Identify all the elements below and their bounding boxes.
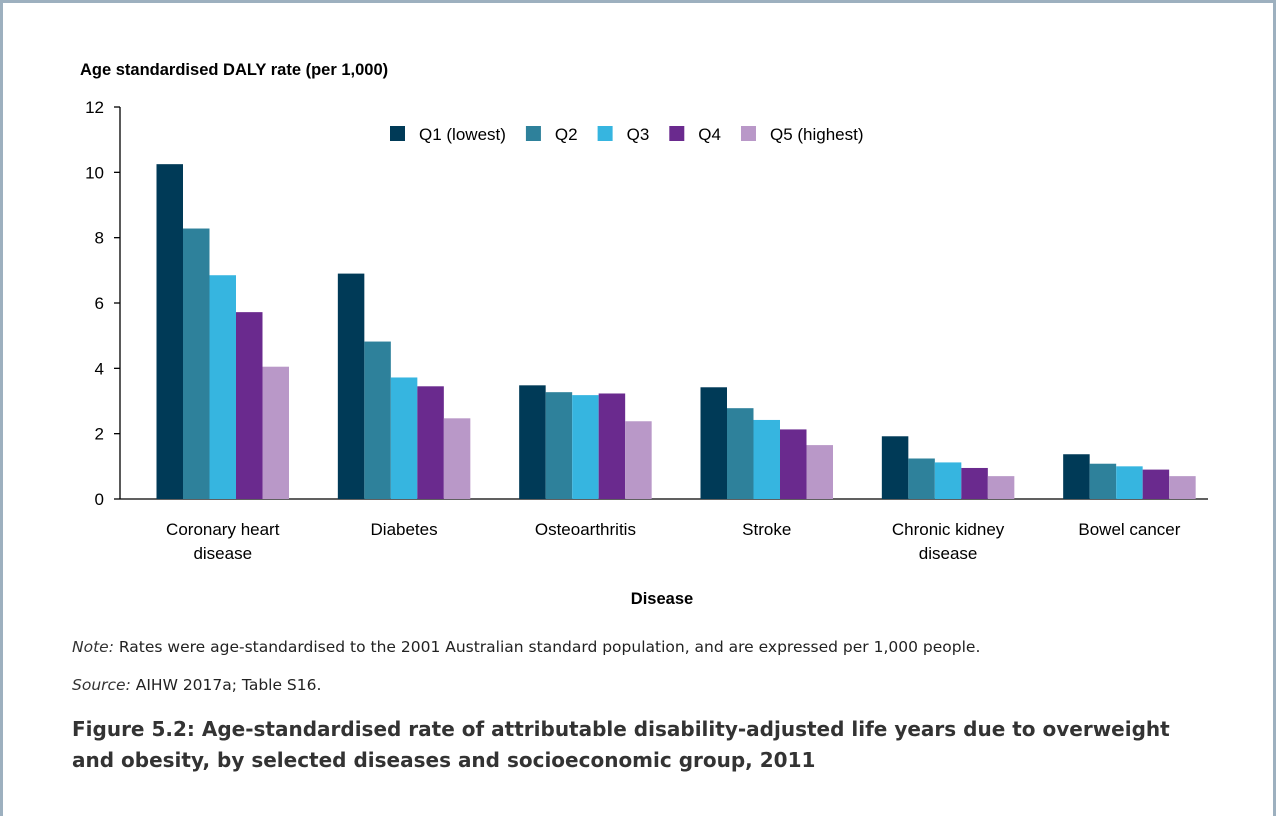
bar <box>908 458 935 499</box>
legend-label: Q2 <box>555 125 578 144</box>
y-tick-label: 12 <box>85 98 104 117</box>
bar <box>806 445 833 499</box>
note-text: Rates were age-standardised to the 2001 … <box>113 638 981 656</box>
bar <box>364 341 391 499</box>
bar <box>934 462 962 499</box>
note-line: Note: Rates were age-standardised to the… <box>72 638 980 656</box>
bar <box>572 395 599 499</box>
y-tick-label: 0 <box>95 490 104 509</box>
bar <box>443 418 471 499</box>
note-label: Note: <box>72 638 114 656</box>
bar <box>156 164 183 499</box>
y-axis-title: Age standardised DALY rate (per 1,000) <box>80 61 388 79</box>
bar <box>262 366 289 499</box>
bar <box>1169 476 1196 499</box>
figure-caption: Figure 5.2: Age-standardised rate of att… <box>72 717 1170 772</box>
y-tick-label: 8 <box>95 229 104 248</box>
bar-chart: Age standardised DALY rate (per 1,000) 0 2… <box>80 61 1208 608</box>
bar <box>598 393 626 499</box>
source-text: AIHW 2017a; Table S16. <box>130 676 322 694</box>
x-category-label: Diabetes <box>371 520 438 539</box>
bar <box>236 312 263 499</box>
legend-label: Q5 (highest) <box>770 125 864 144</box>
x-category-label: Bowel cancer <box>1078 520 1180 539</box>
bar <box>1116 466 1143 499</box>
y-tick-label: 2 <box>95 425 104 444</box>
x-category-label: disease <box>193 544 252 563</box>
x-category-label: Stroke <box>742 520 791 539</box>
x-axis-title: Disease <box>631 590 693 608</box>
bar <box>1089 463 1117 499</box>
bar <box>519 385 546 499</box>
x-category-label: disease <box>919 544 978 563</box>
y-tick-label: 4 <box>95 359 104 378</box>
source-label: Source: <box>72 676 131 694</box>
bar <box>1063 454 1090 499</box>
legend-label: Q4 <box>698 125 721 144</box>
bar <box>209 275 236 499</box>
bar <box>390 377 418 499</box>
bar <box>337 273 365 499</box>
y-tick-label: 6 <box>95 294 104 313</box>
bar <box>753 419 780 499</box>
legend-swatch <box>525 126 541 141</box>
legend-swatch <box>597 126 613 141</box>
bar <box>987 476 1015 499</box>
bar <box>625 421 652 499</box>
bar <box>545 392 573 499</box>
legend-swatch <box>390 126 405 141</box>
bar <box>727 408 754 499</box>
bar <box>183 228 210 499</box>
legend-swatch <box>740 126 756 141</box>
legend-label: Q1 (lowest) <box>419 125 506 144</box>
bar <box>780 429 807 499</box>
bar <box>417 386 444 499</box>
legend-swatch <box>669 126 685 141</box>
source-line: Source: AIHW 2017a; Table S16. <box>72 676 321 694</box>
x-category-label: Coronary heart <box>166 520 280 539</box>
bar <box>1142 469 1170 499</box>
x-category-label: Chronic kidney <box>892 520 1005 539</box>
x-category-label: Osteoarthritis <box>535 520 636 539</box>
bar <box>881 436 909 499</box>
y-tick-label: 10 <box>85 163 104 182</box>
legend-label: Q3 <box>627 125 650 144</box>
bar <box>961 467 988 499</box>
bar <box>700 387 727 499</box>
